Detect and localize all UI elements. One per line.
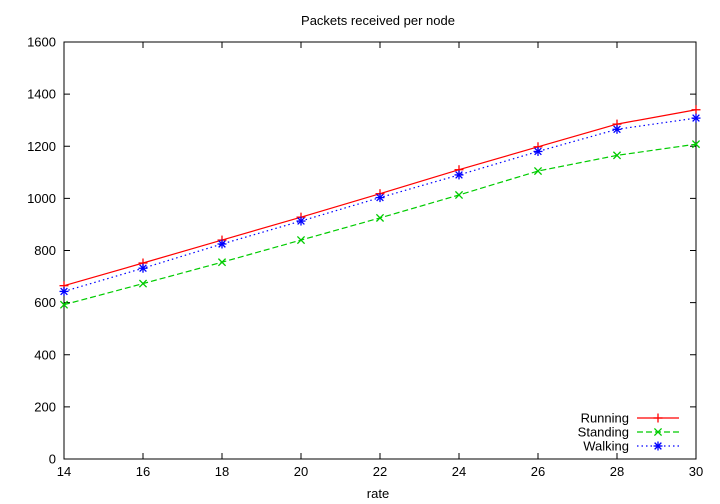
- plot-frame: [63, 41, 697, 460]
- y-tick-label: 1000: [27, 191, 56, 206]
- x-tick-label: 22: [373, 464, 387, 479]
- x-tick-label: 28: [610, 464, 624, 479]
- x-tick-label: 24: [452, 464, 466, 479]
- chart-title: Packets received per node: [301, 13, 455, 28]
- data-point-standing: [138, 279, 148, 288]
- x-tick-label: 20: [294, 464, 308, 479]
- data-point-running: [691, 105, 701, 115]
- legend-marker-walking: [653, 441, 663, 451]
- x-tick-label: 18: [215, 464, 229, 479]
- data-point-walking: [59, 286, 69, 296]
- x-tick-label: 16: [136, 464, 150, 479]
- series-line-walking: [63, 117, 697, 292]
- y-tick-label: 0: [49, 452, 56, 467]
- y-tick-label: 400: [34, 347, 56, 362]
- x-tick-label: 26: [531, 464, 545, 479]
- y-tick-label: 1200: [27, 139, 56, 154]
- data-point-walking: [138, 263, 148, 273]
- data-point-walking: [375, 193, 385, 203]
- y-tick-label: 1400: [27, 87, 56, 102]
- legend-label-running: Running: [581, 411, 629, 426]
- x-tick-label: 14: [57, 464, 71, 479]
- series-line-standing: [63, 143, 697, 306]
- data-point-walking: [691, 113, 701, 123]
- data-point-walking: [217, 239, 227, 249]
- legend-label-walking: Walking: [583, 439, 629, 454]
- data-point-standing: [454, 190, 464, 200]
- legend-marker-standing: [653, 427, 663, 437]
- data-point-walking: [296, 216, 306, 226]
- data-point-standing: [375, 213, 385, 222]
- data-point-standing: [296, 236, 306, 245]
- data-point-standing: [217, 258, 227, 267]
- legend-label-standing: Standing: [578, 425, 629, 440]
- y-tick-label: 600: [34, 295, 56, 310]
- legend-marker-running: [653, 413, 663, 423]
- data-point-standing: [533, 166, 543, 176]
- data-point-standing: [59, 300, 69, 309]
- x-axis-label: rate: [367, 486, 389, 501]
- x-tick-label: 30: [689, 464, 703, 479]
- y-tick-label: 800: [34, 243, 56, 258]
- data-point-walking: [533, 146, 543, 156]
- y-tick-label: 1600: [27, 35, 56, 50]
- data-point-standing: [691, 140, 701, 149]
- data-point-standing: [612, 151, 622, 160]
- data-point-walking: [454, 170, 464, 180]
- y-tick-label: 200: [34, 399, 56, 414]
- data-point-walking: [612, 124, 622, 134]
